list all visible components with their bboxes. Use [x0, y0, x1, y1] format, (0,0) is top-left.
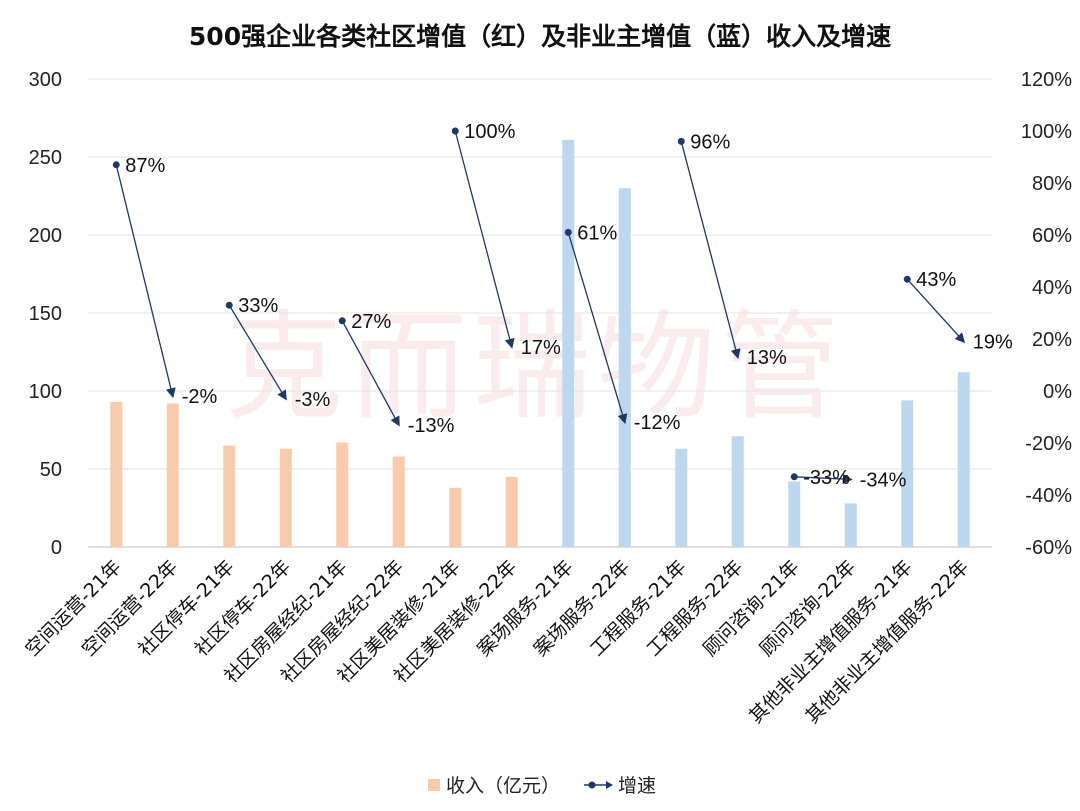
chart-title: 500强企业各类社区增值（红）及非业主增值（蓝）收入及增速 [189, 22, 891, 51]
growth-data-label: 19% [973, 332, 1013, 354]
bar [110, 401, 123, 547]
data-labels: 87% -2% 33% -3% 27% -13% 100% 17% 61% -12% 96% 13% -… [125, 121, 1013, 491]
growth-data-label: -2% [182, 386, 218, 408]
growth-point [790, 473, 798, 481]
y-right-tick-label: 40% [1032, 277, 1072, 299]
bar [675, 448, 688, 547]
growth-point [451, 127, 459, 135]
growth-point [677, 137, 685, 145]
gridlines [88, 78, 992, 548]
bar [392, 456, 405, 547]
growth-data-label: 27% [351, 311, 391, 333]
growth-line-segment [680, 141, 741, 360]
y-left-tick-label: 250 [29, 147, 62, 169]
bar [223, 445, 236, 547]
y-right-tick-label: 120% [1021, 69, 1072, 91]
legend-label-growth: 增速 [618, 775, 656, 797]
bar [788, 481, 801, 547]
growth-point [225, 301, 233, 309]
y-right-tick-label: -60% [1025, 537, 1072, 559]
y-right-tick-label: -40% [1025, 485, 1072, 507]
growth-data-label: -12% [634, 412, 681, 434]
growth-data-label: -13% [408, 415, 455, 437]
growth-data-label: 87% [125, 155, 165, 177]
y-right-tick-label: 20% [1032, 329, 1072, 351]
bar [618, 188, 631, 547]
growth-data-label: -34% [860, 469, 907, 491]
legend-label-revenue: 收入（亿元） [446, 775, 560, 797]
growth-point [564, 228, 572, 236]
growth-line-segment [454, 130, 515, 349]
growth-data-label: -3% [295, 389, 331, 411]
growth-data-label: 43% [916, 269, 956, 291]
growth-point [903, 275, 911, 283]
bar [336, 442, 349, 547]
legend-swatch-revenue [428, 779, 440, 791]
growth-data-label: 100% [464, 121, 515, 143]
y-left-tick-label: 0 [51, 537, 62, 559]
growth-data-label: -33% [803, 467, 850, 489]
y-left-tick-label: 200 [29, 225, 62, 247]
legend-arrow-growth [606, 781, 613, 789]
legend: 收入（亿元） 增速 [428, 775, 656, 797]
bar [505, 476, 518, 547]
growth-data-label: 33% [238, 295, 278, 317]
growth-line-segment [341, 320, 400, 427]
bar [731, 436, 744, 547]
bar-series-revenue [110, 139, 970, 547]
y-right-tick-label: 80% [1032, 173, 1072, 195]
growth-data-label: 17% [521, 337, 561, 359]
growth-line-segment [906, 278, 966, 344]
bar [844, 503, 857, 547]
bar [562, 139, 575, 547]
legend-marker-growth [588, 781, 596, 789]
y-left-tick-label: 50 [40, 459, 62, 481]
y-right-tick-label: 60% [1032, 225, 1072, 247]
growth-data-label: 96% [690, 131, 730, 153]
growth-line-segment [228, 304, 287, 401]
growth-data-label: 13% [747, 347, 787, 369]
y-right-tick-label: 100% [1021, 121, 1072, 143]
bar [901, 400, 914, 547]
y-left-tick-label: 150 [29, 303, 62, 325]
bar [166, 403, 179, 547]
bar [957, 372, 970, 547]
growth-line-segment [567, 232, 628, 425]
growth-point [112, 161, 120, 169]
growth-point [338, 317, 346, 325]
growth-line-segment [115, 164, 176, 399]
watermark-text: 克而瑞物管 [225, 298, 845, 436]
bar [449, 487, 462, 547]
y-left-tick-label: 100 [29, 381, 62, 403]
y-left-tick-label: 300 [29, 69, 62, 91]
y-right-tick-label: -20% [1025, 433, 1072, 455]
bar [279, 448, 292, 547]
growth-line-segment [794, 474, 853, 485]
growth-data-label: 61% [577, 222, 617, 244]
line-series-growth [112, 127, 966, 485]
y-right-tick-label: 0% [1043, 381, 1072, 403]
